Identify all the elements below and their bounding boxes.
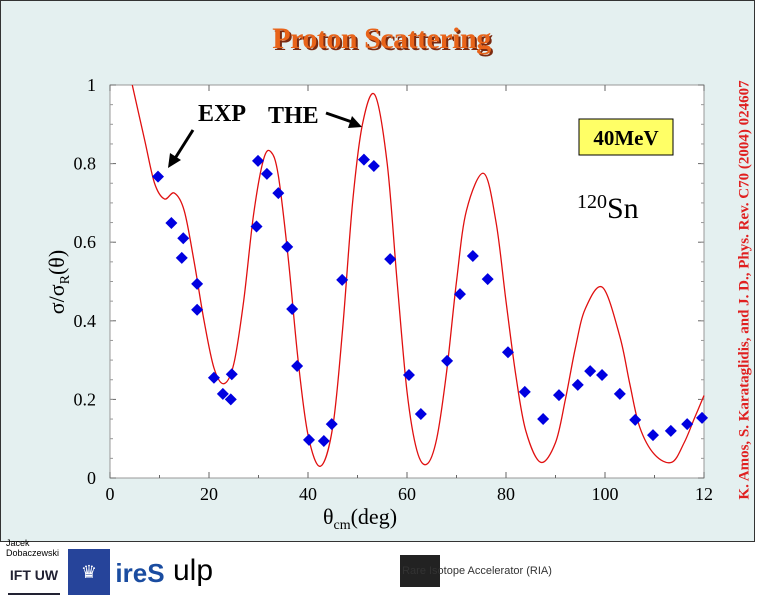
x-tick-label: 80: [497, 484, 515, 504]
energy-box: [578, 118, 674, 156]
exp-data-point: [613, 387, 626, 400]
x-tick-label: 100: [592, 484, 619, 504]
exp-data-point: [317, 435, 330, 448]
exp-data-point: [501, 346, 514, 359]
exp-data-point: [225, 368, 238, 381]
exp-data-point: [384, 253, 397, 266]
y-tick-label: 0.2: [74, 389, 97, 409]
exp-annotation: EXP: [198, 101, 246, 127]
exp-data-point: [518, 385, 531, 398]
warsaw-university-logo: ♛: [68, 549, 110, 595]
exp-data-point: [357, 153, 370, 166]
exp-data-point: [571, 378, 584, 391]
exp-data-point: [629, 413, 642, 426]
exp-data-point: [466, 249, 479, 262]
x-tick-label: 0: [106, 484, 115, 504]
exp-data-point: [453, 288, 466, 301]
exp-data-point: [286, 303, 299, 316]
exp-data-point: [552, 389, 565, 402]
exp-data-point: [165, 216, 178, 229]
exp-data-point: [696, 411, 709, 424]
exp-data-point: [216, 387, 229, 400]
ift-uw-logo: IFT UW: [8, 557, 60, 595]
exp-data-point: [414, 407, 427, 420]
exp-data-point: [664, 424, 677, 437]
exp-data-point: [336, 273, 349, 286]
the-arrow: [325, 111, 362, 128]
x-axis-label: θcm(deg): [323, 504, 397, 533]
exp-data-point: [367, 159, 380, 172]
y-tick-label: 0.6: [74, 232, 97, 252]
exp-data-point: [291, 359, 304, 372]
exp-data-point: [191, 303, 204, 316]
exp-data-point: [272, 187, 285, 200]
ires-logo: ireS: [115, 557, 165, 588]
exp-data-point: [441, 354, 454, 367]
exp-data-point: [402, 369, 415, 382]
exp-data-point: [250, 220, 263, 233]
exp-data-point: [302, 433, 315, 446]
exp-data-point: [252, 154, 265, 167]
exp-data-point: [191, 277, 204, 290]
x-tick-label: 40: [299, 484, 317, 504]
y-tick-label: 0.8: [74, 154, 97, 174]
exp-data-point: [281, 240, 294, 253]
exp-data-point: [584, 365, 597, 378]
exp-data-point: [152, 170, 165, 183]
author-name: Jacek Dobaczewski: [6, 538, 60, 558]
exp-data-point: [260, 167, 273, 180]
exp-arrow: [168, 129, 195, 168]
ria-logo: Rare Isotope Accelerator (RIA): [400, 555, 554, 587]
exp-data-point: [325, 418, 338, 431]
exp-data-point: [537, 413, 550, 426]
ulp-logo: ulp: [172, 554, 214, 587]
exp-data-point: [177, 232, 190, 245]
exp-data-point: [207, 371, 220, 384]
exp-data-point: [481, 273, 494, 286]
exp-data-point: [647, 429, 660, 442]
x-tick-label: 20: [200, 484, 218, 504]
the-annotation: THE: [268, 103, 319, 129]
y-axis-label: σ/σR(θ): [44, 250, 73, 314]
exp-data-point: [596, 369, 609, 382]
energy-label: 40MeV: [593, 126, 658, 150]
exp-data-point: [681, 418, 694, 431]
y-tick-label: 1: [87, 75, 96, 95]
y-tick-label: 0: [87, 468, 96, 488]
y-tick-label: 0.4: [74, 311, 97, 331]
theory-curve: [131, 84, 705, 467]
x-tick-label: 60: [398, 484, 416, 504]
nucleus-label: 120Sn: [577, 191, 639, 225]
exp-data-point: [224, 393, 237, 406]
exp-data-point: [175, 251, 188, 264]
x-tick-label: 12: [695, 484, 713, 504]
slide-title: Proton Scattering: [272, 22, 491, 55]
